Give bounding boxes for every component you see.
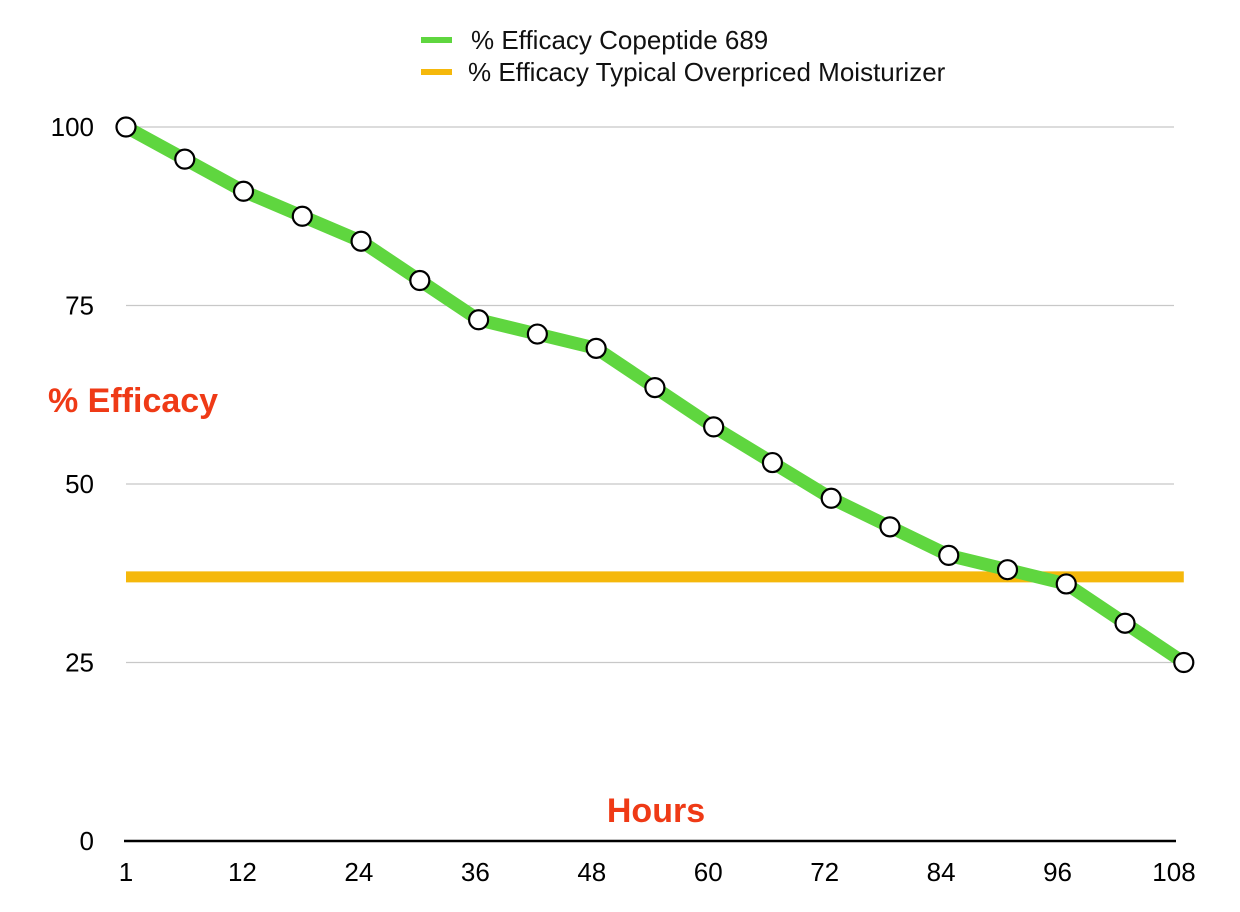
x-tick-label-48: 48: [577, 857, 606, 887]
x-tick-label-60: 60: [694, 857, 723, 887]
data-point-copeptide: [350, 230, 372, 252]
data-point-copeptide: [820, 487, 842, 509]
data-point-copeptide: [467, 309, 490, 331]
data-point-copeptide: [1114, 612, 1136, 634]
y-tick-label-75: 75: [65, 291, 94, 321]
data-point-copeptide: [1173, 651, 1195, 674]
legend-item-copeptide: % Efficacy Copeptide 689: [421, 25, 768, 55]
x-tick-label-96: 96: [1043, 857, 1072, 887]
data-point-copeptide: [996, 559, 1019, 581]
y-tick-label-25: 25: [65, 648, 94, 678]
y-tick-label-50: 50: [65, 469, 94, 499]
x-axis-title: Hours: [607, 792, 705, 830]
y-tick-label-0: 0: [80, 826, 94, 856]
x-tick-label-108: 108: [1152, 857, 1195, 887]
x-axis-tick-labels: 1 12 24 36 48 60 72 84 96 108: [119, 857, 1196, 887]
data-point-copeptide: [232, 180, 255, 202]
y-tick-label-100: 100: [51, 112, 94, 142]
data-points: [115, 116, 1195, 674]
x-tick-label-36: 36: [461, 857, 490, 887]
data-point-copeptide: [526, 323, 548, 345]
data-point-copeptide: [879, 516, 901, 538]
legend-item-moisturizer: % Efficacy Typical Overpriced Moisturize…: [421, 57, 946, 87]
data-point-copeptide: [1055, 573, 1077, 595]
x-tick-label-72: 72: [810, 857, 839, 887]
y-axis-title: % Efficacy: [48, 382, 218, 420]
data-point-copeptide: [703, 416, 725, 438]
y-axis-tick-labels: 0 25 50 75 100: [51, 112, 94, 856]
data-point-copeptide: [409, 269, 431, 292]
legend: % Efficacy Copeptide 689 % Efficacy Typi…: [421, 25, 946, 87]
data-point-copeptide: [174, 148, 196, 170]
legend-label-copeptide: % Efficacy Copeptide 689: [471, 25, 768, 55]
x-tick-label-1: 1: [119, 857, 133, 887]
data-point-copeptide: [938, 544, 960, 567]
data-point-copeptide: [585, 337, 607, 359]
x-tick-label-84: 84: [927, 857, 956, 887]
data-point-copeptide: [761, 451, 784, 474]
data-point-copeptide: [115, 116, 137, 138]
x-tick-label-12: 12: [228, 857, 257, 887]
x-tick-label-24: 24: [344, 857, 373, 887]
legend-label-moisturizer: % Efficacy Typical Overpriced Moisturize…: [468, 57, 946, 87]
data-point-copeptide: [291, 205, 313, 227]
data-point-copeptide: [644, 377, 666, 399]
gridlines: [126, 126, 1174, 664]
